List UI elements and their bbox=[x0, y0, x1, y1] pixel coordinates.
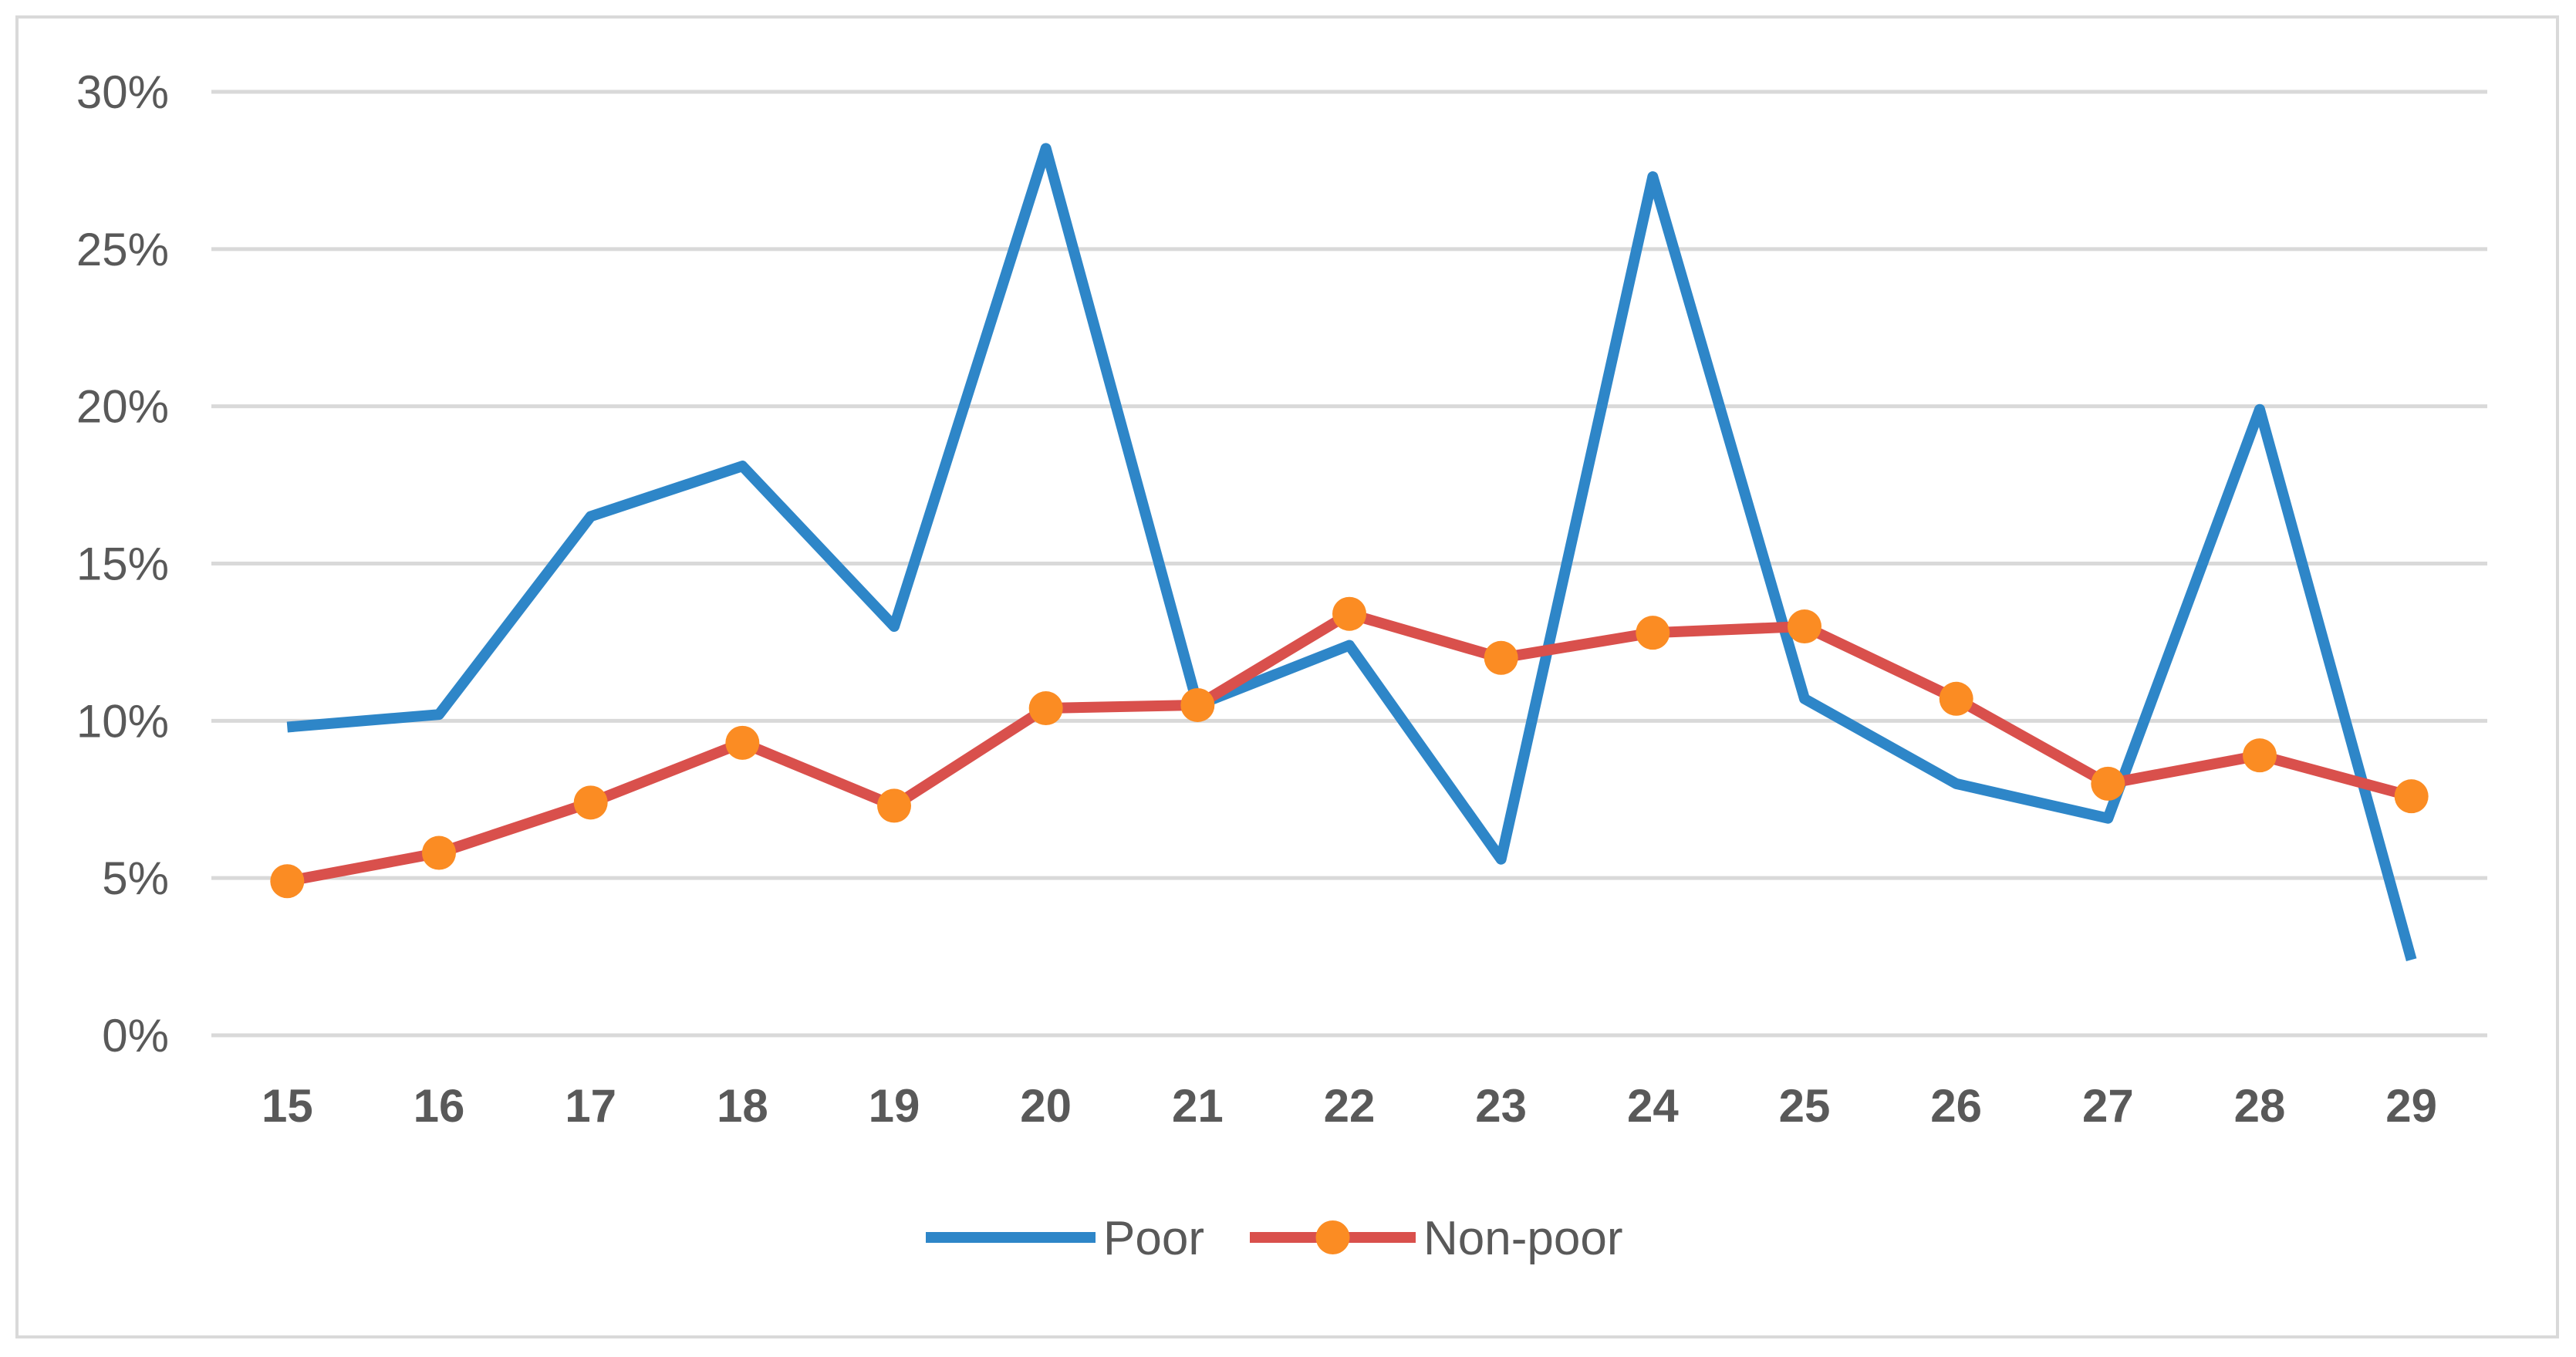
x-tick-label: 19 bbox=[869, 1080, 920, 1132]
x-tick-label: 26 bbox=[1930, 1080, 1982, 1132]
series-line-0 bbox=[286, 143, 2417, 962]
data-point bbox=[2091, 766, 2125, 801]
data-point bbox=[422, 835, 456, 870]
y-tick-label: 0% bbox=[102, 1010, 169, 1062]
y-tick-label: 30% bbox=[76, 66, 169, 118]
x-tick-label: 20 bbox=[1020, 1080, 1072, 1132]
x-tick-label: 23 bbox=[1475, 1080, 1527, 1132]
data-point bbox=[2394, 779, 2429, 814]
x-tick-label: 21 bbox=[1172, 1080, 1224, 1132]
x-tick-label: 16 bbox=[414, 1080, 465, 1132]
data-point bbox=[1332, 596, 1366, 631]
x-tick-label: 25 bbox=[1779, 1080, 1831, 1132]
data-point bbox=[270, 864, 305, 899]
x-tick-label: 15 bbox=[262, 1080, 313, 1132]
x-tick-label: 28 bbox=[2234, 1080, 2286, 1132]
x-tick-label: 22 bbox=[1324, 1080, 1376, 1132]
legend-label: Non-poor bbox=[1423, 1212, 1622, 1265]
x-axis-ticks: 15 16 17 18 19 20 21 22 23 24 25 26 27 28 29 bbox=[262, 1080, 2437, 1132]
data-point bbox=[877, 788, 911, 823]
y-tick-label: 20% bbox=[76, 381, 169, 433]
y-axis-ticks: 0% 5% 10% 15% 20% 25% 30% bbox=[76, 66, 169, 1062]
x-tick-label: 18 bbox=[717, 1080, 768, 1132]
legend-swatch-marker bbox=[1315, 1220, 1350, 1254]
data-point bbox=[1028, 691, 1063, 726]
data-point bbox=[573, 785, 608, 820]
y-tick-label: 15% bbox=[76, 538, 169, 590]
legend-label: Poor bbox=[1103, 1212, 1204, 1265]
gridlines bbox=[211, 89, 2487, 1038]
data-point bbox=[1484, 640, 1518, 675]
data-point bbox=[1636, 616, 1670, 650]
data-point bbox=[2243, 738, 2277, 773]
x-tick-label: 17 bbox=[565, 1080, 616, 1132]
legend-item: Poor bbox=[926, 1212, 1204, 1265]
x-tick-label: 24 bbox=[1627, 1080, 1679, 1132]
y-tick-label: 25% bbox=[76, 224, 169, 275]
series-lines bbox=[270, 143, 2429, 962]
data-point bbox=[725, 725, 760, 760]
data-point bbox=[1788, 609, 1821, 644]
y-tick-label: 10% bbox=[76, 695, 169, 747]
x-tick-label: 27 bbox=[2082, 1080, 2134, 1132]
x-tick-label: 29 bbox=[2385, 1080, 2437, 1132]
chart-frame: 0% 5% 10% 15% 20% 25% 30% 15 16 17 18 19 20 21 22 23 24… bbox=[15, 15, 2559, 1338]
legend: Poor Non-poor bbox=[926, 1212, 1622, 1265]
y-tick-label: 5% bbox=[102, 852, 169, 904]
data-point bbox=[1939, 681, 1973, 716]
line-chart: 0% 5% 10% 15% 20% 25% 30% 15 16 17 18 19 20 21 22 23 24… bbox=[76, 66, 2487, 1265]
legend-item: Non-poor bbox=[1250, 1212, 1622, 1265]
data-point bbox=[1180, 687, 1215, 722]
